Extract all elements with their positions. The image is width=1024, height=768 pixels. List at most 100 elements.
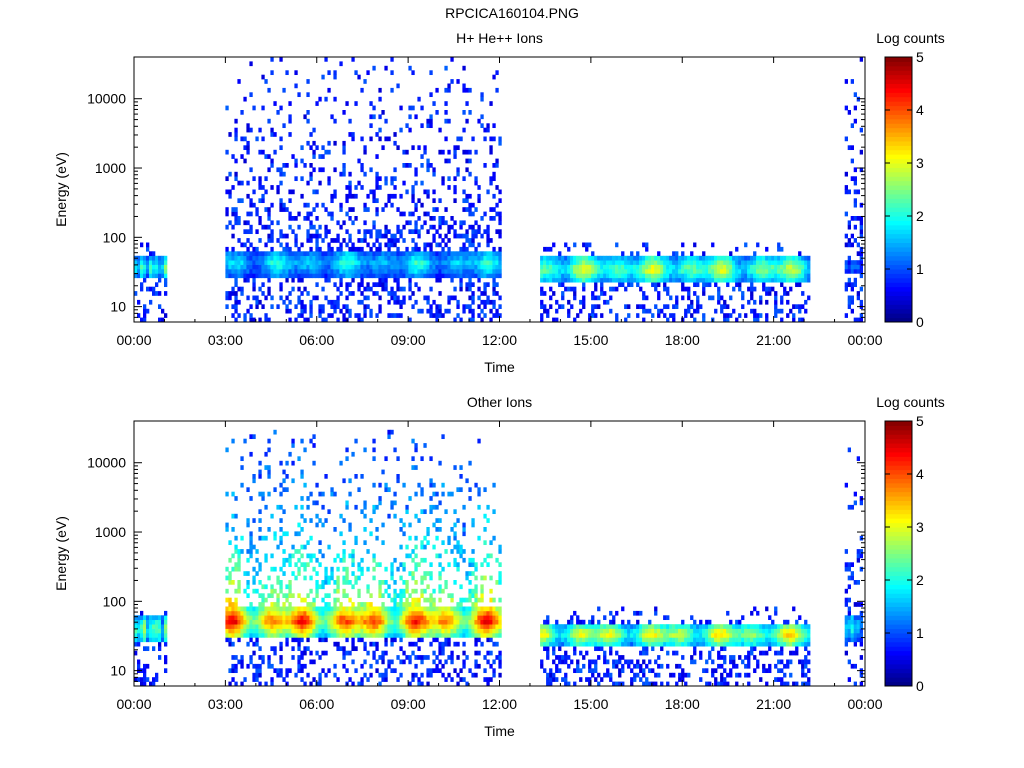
- spectrogram-cell: [492, 255, 496, 261]
- spectrogram-cell: [447, 264, 451, 270]
- spectrogram-cell: [267, 619, 271, 625]
- spectrogram-cell: [798, 255, 802, 261]
- spectrogram-cell: [140, 677, 144, 682]
- spectrogram-cell: [309, 224, 313, 230]
- spectrogram-cell: [495, 185, 499, 190]
- spectrogram-cell: [149, 260, 153, 265]
- spectrogram-cell: [465, 238, 469, 243]
- colorbar-segment: [885, 114, 912, 120]
- spectrogram-cell: [312, 500, 316, 506]
- spectrogram-cell: [282, 615, 286, 621]
- spectrogram-cell: [306, 291, 310, 296]
- spectrogram-cell: [399, 597, 403, 603]
- spectrogram-cell: [471, 588, 475, 594]
- spectrogram-cell: [492, 163, 496, 168]
- spectrogram-cell: [393, 615, 397, 621]
- spectrogram-cell: [143, 677, 147, 682]
- spectrogram-cell: [315, 264, 319, 270]
- spectrogram-cell: [158, 317, 162, 322]
- spectrogram-cell: [240, 242, 244, 248]
- spectrogram-cell: [408, 286, 412, 292]
- spectrogram-cell: [853, 118, 857, 124]
- spectrogram-cell: [360, 602, 364, 607]
- spectrogram-cell: [492, 273, 496, 279]
- colorbar-segment: [885, 317, 912, 323]
- spectrogram-cell: [300, 304, 304, 310]
- spectrogram-cell: [621, 273, 625, 279]
- spectrogram-cell: [273, 487, 277, 493]
- spectrogram-cell: [444, 628, 448, 634]
- spectrogram-cell: [240, 606, 244, 612]
- spectrogram-cell: [161, 628, 165, 634]
- spectrogram-cell: [582, 299, 586, 305]
- x-tick-label: 06:00: [299, 332, 334, 348]
- spectrogram-cell: [429, 456, 433, 462]
- spectrogram-cell: [390, 176, 394, 182]
- spectrogram-cell: [474, 176, 478, 182]
- spectrogram-cell: [669, 313, 673, 318]
- spectrogram-cell: [489, 633, 493, 638]
- spectrogram-cell: [258, 509, 262, 515]
- spectrogram-cell: [555, 277, 559, 283]
- spectrogram-cell: [399, 562, 403, 568]
- spectrogram-cell: [642, 264, 646, 270]
- spectrogram-cell: [405, 584, 409, 590]
- spectrogram-cell: [408, 610, 412, 616]
- spectrogram-cell: [234, 681, 238, 686]
- spectrogram-cell: [291, 637, 295, 643]
- spectrogram-cell: [143, 681, 147, 686]
- spectrogram-cell: [285, 246, 289, 252]
- spectrogram-cell: [672, 304, 676, 310]
- spectrogram-cell: [483, 655, 487, 660]
- spectrogram-cell: [375, 238, 379, 243]
- spectrogram-cell: [453, 641, 457, 647]
- spectrogram-cell: [306, 504, 310, 510]
- spectrogram-cell: [663, 282, 667, 288]
- spectrogram-cell: [252, 575, 256, 581]
- spectrogram-cell: [315, 588, 319, 594]
- spectrogram-cell: [663, 260, 667, 265]
- spectrogram-cell: [648, 269, 652, 274]
- spectrogram-cell: [669, 633, 673, 638]
- spectrogram-cell: [423, 610, 427, 616]
- spectrogram-cell: [495, 580, 499, 585]
- spectrogram-cell: [342, 588, 346, 594]
- spectrogram-cell: [714, 260, 718, 265]
- spectrogram-cell: [258, 602, 262, 607]
- spectrogram-cell: [327, 299, 331, 305]
- spectrogram-cell: [447, 238, 451, 243]
- spectrogram-cell: [465, 207, 469, 212]
- spectrogram-cell: [249, 633, 253, 638]
- spectrogram-cell: [690, 260, 694, 265]
- spectrogram-cell: [255, 588, 259, 594]
- spectrogram-cell: [690, 299, 694, 305]
- spectrogram-cell: [480, 624, 484, 629]
- spectrogram-cell: [249, 655, 253, 660]
- spectrogram-cell: [468, 282, 472, 288]
- spectrogram-cell: [630, 269, 634, 274]
- spectrogram-cell: [276, 264, 280, 270]
- spectrogram-cell: [738, 260, 742, 265]
- spectrogram-cell: [149, 286, 153, 292]
- spectrogram-cell: [432, 264, 436, 270]
- spectrogram-cell: [414, 220, 418, 226]
- spectrogram-cell: [738, 282, 742, 288]
- spectrogram-cell: [690, 304, 694, 310]
- spectrogram-cell: [345, 624, 349, 629]
- spectrogram-cell: [486, 633, 490, 638]
- spectrogram-cell: [603, 672, 607, 678]
- spectrogram-cell: [498, 624, 502, 629]
- spectrogram-cell: [492, 282, 496, 288]
- spectrogram-cell: [588, 681, 592, 686]
- y-tick-label: 10: [110, 299, 126, 315]
- spectrogram-cell: [267, 87, 271, 93]
- spectrogram-cell: [378, 176, 382, 182]
- spectrogram-cell: [414, 553, 418, 559]
- spectrogram-cell: [300, 677, 304, 682]
- spectrogram-cell: [390, 624, 394, 629]
- spectrogram-cell: [372, 224, 376, 230]
- spectrogram-cell: [435, 207, 439, 212]
- spectrogram-cell: [429, 602, 433, 607]
- spectrogram-cell: [134, 264, 138, 270]
- spectrogram-cell: [357, 282, 361, 288]
